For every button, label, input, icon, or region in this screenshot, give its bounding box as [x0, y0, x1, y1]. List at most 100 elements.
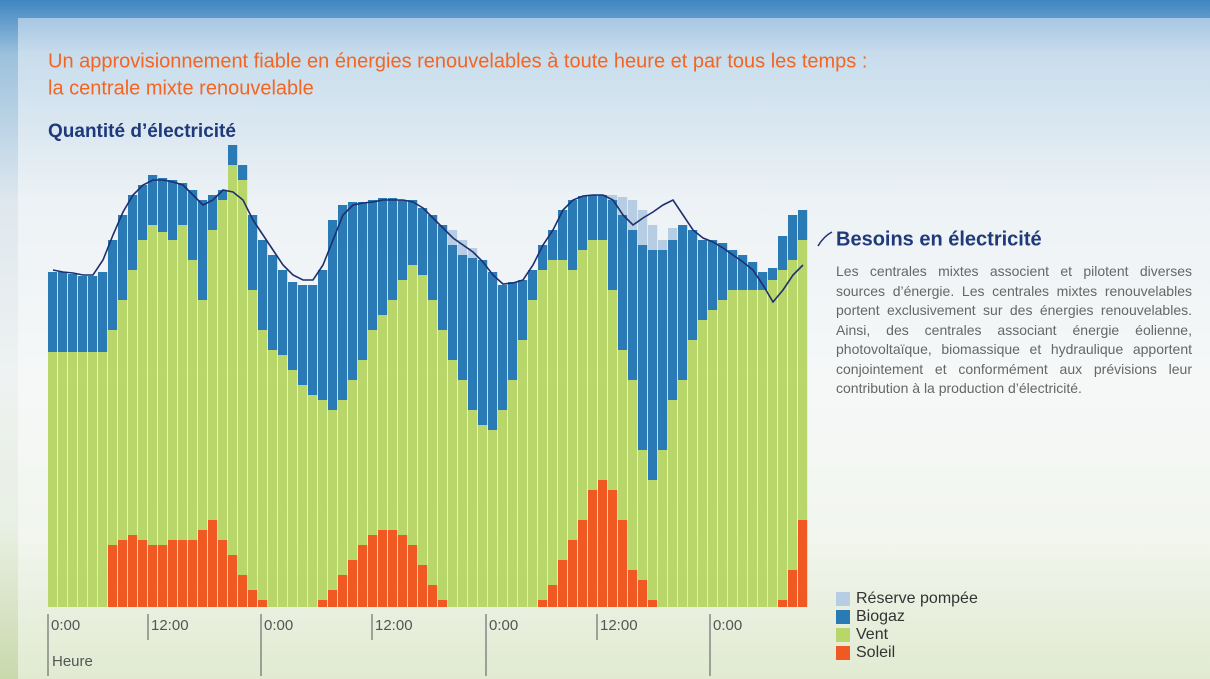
bar-segment — [518, 280, 528, 340]
bar-segment — [538, 270, 548, 600]
bar-segment — [178, 225, 188, 540]
bar-segment — [708, 240, 718, 310]
bar-segment — [668, 228, 678, 240]
bar-segment — [508, 380, 518, 607]
bar-segment — [308, 395, 318, 607]
legend-swatch — [836, 592, 850, 606]
bar-segment — [318, 400, 328, 600]
bar-segment — [418, 565, 428, 607]
bar-segment — [668, 240, 678, 400]
bar-segment — [198, 300, 208, 530]
bar-segment — [628, 230, 638, 380]
bar-segment — [778, 236, 788, 270]
bar-segment — [458, 255, 468, 380]
bar-segment — [268, 350, 278, 607]
bar-segment — [498, 410, 508, 607]
bar-segment — [738, 255, 748, 290]
legend-label: Biogaz — [856, 608, 905, 625]
bar-segment — [198, 200, 208, 300]
bar-segment — [768, 280, 778, 607]
bar-segment — [698, 240, 708, 320]
bar-segment — [138, 540, 148, 607]
bar-segment — [88, 352, 98, 607]
legend-label: Soleil — [856, 644, 895, 661]
bar-segment — [578, 196, 588, 250]
bar-segment — [598, 480, 608, 607]
x-tick-label: 0:00 — [51, 617, 80, 634]
bar-segment — [608, 490, 618, 607]
bar-segment — [688, 340, 698, 607]
bar-segment — [118, 300, 128, 540]
bar-segment — [428, 585, 438, 607]
bar-segment — [208, 195, 218, 230]
bar-segment — [438, 225, 448, 330]
bar-segment — [78, 352, 88, 607]
bar-segment — [528, 300, 538, 607]
bar-segment — [438, 600, 448, 607]
bar-segment — [588, 490, 598, 607]
bar-segment — [788, 260, 798, 570]
bar-segment — [348, 560, 358, 607]
bar-segment — [178, 540, 188, 607]
bar-segment — [588, 195, 598, 240]
bar-segment — [508, 282, 518, 380]
bar-segment — [758, 272, 768, 290]
bar-segment — [468, 410, 478, 607]
bar-segment — [788, 570, 798, 607]
bar-segment — [68, 274, 78, 352]
bar-segment — [608, 290, 618, 490]
bar-segment — [118, 215, 128, 300]
bar-segment — [468, 248, 478, 258]
bar-segment — [698, 320, 708, 607]
bar-segment — [188, 260, 198, 540]
bar-segment — [168, 540, 178, 607]
bar-segment — [48, 352, 58, 607]
bar-segment — [728, 250, 738, 290]
bar-segment — [418, 275, 428, 565]
bar-segment — [758, 290, 768, 607]
bar-segment — [558, 210, 568, 260]
bar-segment — [328, 590, 338, 607]
bar-segment — [188, 190, 198, 260]
bar-segment — [688, 230, 698, 340]
x-tick-label: 12:00 — [151, 617, 189, 634]
bar-segment — [638, 450, 648, 580]
bar-segment — [178, 183, 188, 225]
bar-segment — [518, 340, 528, 607]
bar-segment — [328, 410, 338, 590]
bar-segment — [258, 330, 268, 600]
bar-segment — [638, 245, 648, 450]
bar-segment — [748, 262, 758, 290]
bar-segment — [278, 355, 288, 607]
bar-segment — [228, 165, 238, 555]
bar-segment — [648, 250, 658, 480]
bar-segment — [528, 270, 538, 300]
bar-segment — [798, 240, 808, 520]
bar-segment — [398, 535, 408, 607]
bar-segment — [288, 370, 298, 607]
bar-segment — [418, 208, 428, 275]
bar-segment — [128, 195, 138, 270]
bar-segment — [558, 260, 568, 560]
bar-segment — [48, 272, 58, 352]
bar-segment — [748, 290, 758, 607]
bar-segment — [778, 270, 788, 600]
bar-segment — [488, 272, 498, 430]
bar-segment — [308, 285, 318, 395]
bar-segment — [148, 175, 158, 225]
bar-segment — [188, 540, 198, 607]
bar-segment — [388, 530, 398, 607]
bar-segment — [568, 200, 578, 270]
bar-segment — [218, 540, 228, 607]
bar-segment — [438, 330, 448, 600]
bar-segment — [168, 180, 178, 240]
x-tick-label: 12:00 — [375, 617, 413, 634]
bar-segment — [628, 200, 638, 230]
bar-segment — [608, 195, 618, 200]
bar-segment — [618, 520, 628, 607]
bar-segment — [158, 545, 168, 607]
bar-segment — [738, 290, 748, 607]
bar-segment — [488, 430, 498, 607]
line-label: Besoins en électricité — [836, 228, 1042, 250]
